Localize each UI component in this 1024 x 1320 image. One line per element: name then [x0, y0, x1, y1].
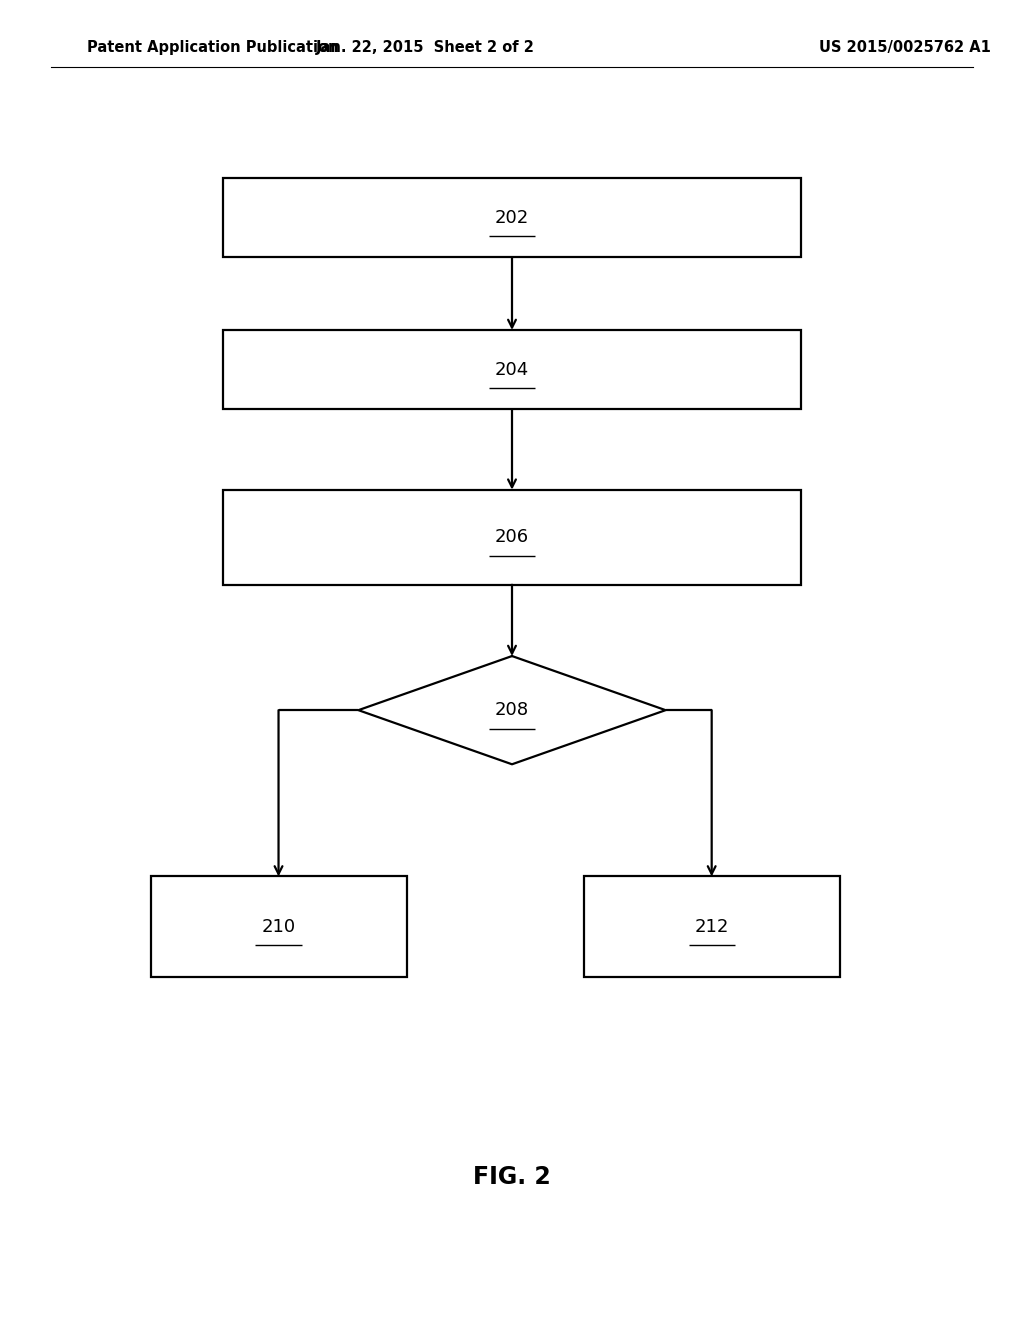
Text: 212: 212	[694, 917, 729, 936]
Text: 210: 210	[261, 917, 296, 936]
Text: 202: 202	[495, 209, 529, 227]
Bar	[584, 876, 840, 977]
Text: Patent Application Publication: Patent Application Publication	[87, 40, 339, 54]
Text: 206: 206	[495, 528, 529, 546]
Bar	[223, 178, 801, 257]
Text: 204: 204	[495, 360, 529, 379]
Text: FIG. 2: FIG. 2	[473, 1166, 551, 1189]
Text: 208: 208	[495, 701, 529, 719]
Bar	[223, 330, 801, 409]
Text: Jan. 22, 2015  Sheet 2 of 2: Jan. 22, 2015 Sheet 2 of 2	[315, 40, 535, 54]
Text: US 2015/0025762 A1: US 2015/0025762 A1	[819, 40, 991, 54]
Bar	[151, 876, 407, 977]
Bar	[223, 490, 801, 585]
